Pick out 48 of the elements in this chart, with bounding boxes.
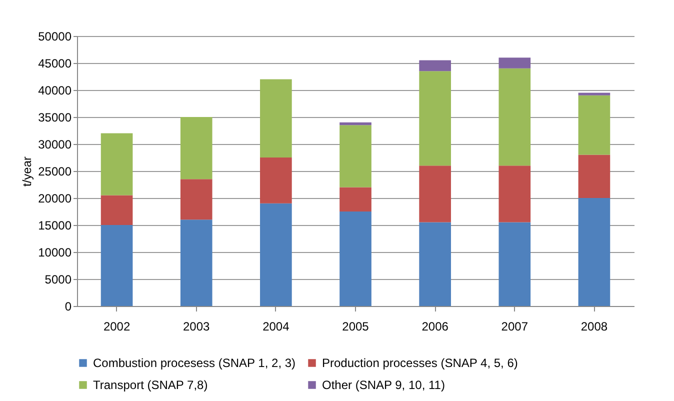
- y-tick-label: 35000: [38, 110, 72, 124]
- bar: [340, 187, 372, 212]
- bar: [498, 58, 531, 68]
- bar: [498, 166, 531, 222]
- y-tick-label: 15000: [38, 218, 72, 232]
- legend-label: Other (SNAP 9, 10, 11): [322, 378, 445, 392]
- y-tick-label: 20000: [38, 192, 72, 206]
- y-tick-label: 0: [64, 300, 72, 314]
- x-tick-label: 2005: [342, 320, 370, 334]
- bar: [419, 166, 451, 222]
- x-tick-label: 2007: [501, 320, 528, 334]
- x-tick-label: 2002: [103, 320, 130, 334]
- bar: [260, 203, 292, 306]
- bar: [340, 212, 372, 306]
- bar: [578, 92, 610, 96]
- y-tick-label: 5000: [44, 272, 72, 286]
- y-tick-label: 25000: [38, 164, 72, 178]
- y-tick-label: 40000: [38, 84, 72, 98]
- bar: [419, 60, 451, 72]
- bar: [180, 117, 212, 180]
- x-tick-label: 2006: [422, 320, 449, 334]
- y-tick-label: 10000: [38, 246, 72, 260]
- y-tick-label: 45000: [38, 56, 72, 70]
- bar: [260, 79, 292, 158]
- legend-label: Production processes (SNAP 4, 5, 6): [322, 356, 518, 370]
- bar: [260, 158, 292, 204]
- bar: [340, 125, 372, 188]
- bar: [100, 133, 133, 196]
- bar: [100, 225, 133, 306]
- bar: [419, 71, 451, 166]
- bar: [100, 195, 133, 225]
- legend-label: Combustion procesess (SNAP 1, 2, 3): [93, 356, 296, 370]
- y-tick-label: 50000: [38, 30, 72, 44]
- bar: [419, 222, 451, 306]
- x-tick-label: 2008: [580, 320, 608, 334]
- bar: [180, 220, 212, 306]
- y-tick-label: 30000: [38, 138, 72, 152]
- bar: [340, 122, 372, 126]
- bar: [498, 68, 531, 166]
- bar: [180, 179, 212, 220]
- legend-label: Transport (SNAP 7,8): [93, 378, 208, 392]
- bar: [578, 198, 610, 306]
- bar: [498, 222, 531, 306]
- x-tick-label: 2003: [183, 320, 210, 334]
- bar: [578, 154, 610, 198]
- y-axis-title: t/year: [20, 156, 34, 187]
- bar: [578, 95, 610, 155]
- x-tick-label: 2004: [262, 320, 290, 334]
